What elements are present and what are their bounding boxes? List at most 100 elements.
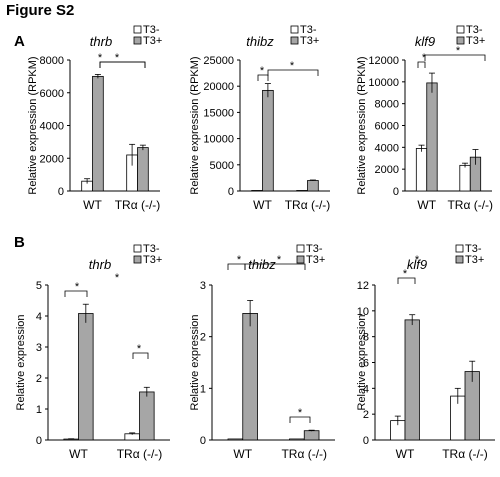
y-tick-label: 3 (36, 342, 42, 354)
legend-entry: T3- (465, 243, 482, 255)
significance-label: * (115, 272, 120, 284)
x-tick-label: WT (253, 198, 272, 212)
chart-title: klf9 (407, 257, 427, 272)
y-tick-label: 4000 (40, 121, 64, 133)
y-tick-label: 3 (200, 280, 206, 292)
bar (289, 438, 305, 441)
panel-label-b: B (14, 234, 25, 251)
chart-b-thibz: 0 1 2 3 Relative expression thibz T3-T3+ WT TRα … (189, 243, 335, 461)
x-tick-label: TRα (-/-) (442, 447, 488, 461)
y-tick-label: 8000 (40, 55, 64, 67)
y-tick-label: 10 (357, 306, 369, 318)
y-tick-label: 20000 (203, 81, 234, 93)
legend-entry: T3+ (143, 254, 162, 266)
y-tick-label: 0 (200, 435, 206, 447)
y-tick-label: 0 (393, 186, 399, 198)
significance-label: * (422, 52, 427, 64)
bar (251, 190, 263, 192)
chart-title: thibz (248, 257, 276, 272)
y-axis-label: Relative expression (RPKM) (27, 56, 39, 194)
x-tick-label: TRα (-/-) (281, 447, 327, 461)
y-tick-label: 0 (36, 435, 42, 447)
y-tick-label: 2 (363, 409, 369, 421)
y-tick-label: 15000 (203, 107, 234, 119)
significance-bracket (99, 61, 146, 68)
bar (137, 147, 149, 192)
significance-label: * (115, 52, 120, 64)
legend-swatch (455, 244, 464, 253)
legend-swatch (133, 36, 142, 45)
bar (262, 89, 274, 192)
legend-entry: T3- (143, 243, 160, 255)
y-tick-label: 5000 (210, 160, 234, 172)
bar (415, 148, 428, 192)
bar (78, 313, 94, 441)
legend-entry: T3- (143, 24, 160, 36)
y-tick-label: 2000 (375, 164, 399, 176)
y-tick-label: 4000 (375, 142, 399, 154)
y-tick-label: 1 (36, 404, 42, 416)
legend-swatch (133, 25, 142, 34)
significance-bracket (424, 54, 486, 61)
significance-bracket (132, 352, 149, 359)
legend-swatch (296, 244, 305, 253)
bar (296, 190, 308, 192)
legend-entry: T3- (300, 24, 317, 36)
significance-label: * (75, 281, 80, 293)
significance-label: * (290, 60, 295, 72)
significance-bracket (267, 69, 319, 76)
legend-swatch (296, 255, 305, 264)
y-tick-label: 0 (363, 435, 369, 447)
figure-title: Figure S2 (6, 2, 75, 19)
y-tick-label: 4 (36, 311, 42, 323)
bar (139, 391, 155, 441)
y-axis-label: Relative expression (15, 315, 27, 411)
x-tick-label: WT (83, 198, 102, 212)
y-tick-label: 4 (363, 383, 369, 395)
x-tick-label: TRα (-/-) (285, 198, 331, 212)
significance-bracket (397, 277, 416, 284)
y-tick-label: 5 (36, 280, 42, 292)
y-axis-label: Relative expression (RPKM) (356, 56, 368, 194)
x-tick-label: TRα (-/-) (447, 198, 493, 212)
bar (227, 438, 244, 441)
x-tick-label: WT (69, 447, 88, 461)
x-tick-label: TRα (-/-) (117, 447, 163, 461)
significance-bracket (244, 263, 306, 270)
chart-title: thrb (90, 34, 112, 49)
chart-title: thibz (246, 34, 274, 49)
legend-swatch (456, 36, 465, 45)
significance-label: * (415, 254, 420, 266)
significance-label: * (403, 268, 408, 280)
bar (307, 180, 319, 192)
legend-swatch (133, 244, 142, 253)
significance-label: * (98, 52, 103, 64)
chart-title: klf9 (415, 34, 435, 49)
y-tick-label: 2 (36, 373, 42, 385)
chart-title: thrb (89, 257, 111, 272)
y-tick-label: 8 (363, 332, 369, 344)
bar (303, 430, 320, 441)
bar (242, 313, 258, 441)
legend-entry: T3- (466, 24, 483, 36)
bar (404, 319, 420, 441)
y-tick-label: 1 (200, 383, 206, 395)
legend-swatch (290, 25, 299, 34)
significance-label: * (137, 343, 142, 355)
panel-label-a: A (14, 33, 25, 50)
legend-entry: T3- (306, 243, 323, 255)
legend-swatch (133, 255, 142, 264)
bar (92, 75, 104, 192)
significance-bracket (64, 290, 88, 297)
y-tick-label: 0 (228, 186, 234, 198)
significance-label: * (456, 45, 461, 57)
y-axis-label: Relative expression (RPKM) (189, 56, 201, 194)
y-tick-label: 12000 (368, 55, 399, 67)
y-tick-label: 10000 (203, 134, 234, 146)
significance-label: * (237, 254, 242, 266)
legend-entry: T3+ (300, 35, 319, 47)
